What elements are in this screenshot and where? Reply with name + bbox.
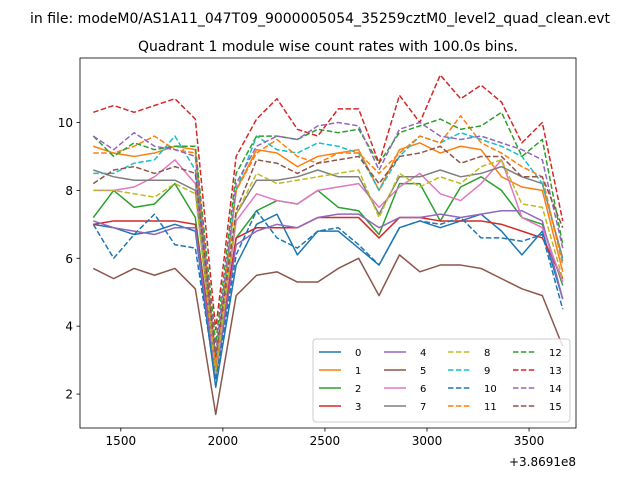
series-line-0	[93, 213, 564, 389]
x-tick-label: 2500	[310, 434, 341, 448]
legend-label: 12	[549, 348, 562, 359]
series-line-14	[92, 121, 564, 355]
series-line-4	[93, 210, 564, 378]
x-axis: 1500 2000 2500 3000 3500	[106, 428, 545, 448]
legend-label: 3	[355, 402, 361, 413]
series-line-6	[93, 159, 564, 375]
legend-item-10: 10	[448, 384, 497, 395]
x-tick-label: 2000	[208, 434, 239, 448]
legend-label: 6	[420, 384, 426, 395]
legend-label: 2	[355, 384, 361, 395]
legend-label: 0	[355, 348, 361, 359]
legend-frame	[312, 338, 571, 423]
y-tick-label: 8	[65, 184, 73, 198]
legend-item-6: 6	[384, 384, 426, 395]
x-tick-label: 3500	[514, 434, 545, 448]
legend-item-15: 15	[513, 402, 562, 413]
legend-item-0: 0	[319, 348, 361, 359]
y-tick-label: 10	[58, 116, 73, 130]
legend-item-12: 12	[513, 348, 562, 359]
y-axis: 2 4 6 8 10	[58, 116, 80, 402]
series-line-13	[93, 74, 564, 331]
legend-item-11: 11	[448, 402, 497, 413]
series-line-3	[93, 216, 564, 368]
legend-item-7: 7	[384, 402, 426, 413]
series-line-7	[93, 165, 564, 372]
legend-item-1: 1	[319, 366, 361, 377]
x-tick-label: 3000	[412, 434, 443, 448]
legend-label: 9	[484, 366, 490, 377]
y-tick-label: 2	[65, 388, 73, 402]
legend-item-14: 14	[513, 384, 562, 395]
legend-item-4: 4	[384, 348, 426, 359]
legend-label: 11	[484, 402, 497, 413]
axes-frame	[79, 57, 577, 429]
legend-label: 8	[484, 348, 490, 359]
series-line-5	[92, 254, 564, 416]
legend-item-2: 2	[319, 384, 361, 395]
x-tick-label: 1500	[106, 434, 137, 448]
legend-label: 14	[549, 384, 562, 395]
legend-label: 7	[420, 402, 426, 413]
series-line-11	[93, 114, 564, 368]
legend-label: 4	[420, 348, 426, 359]
legend-item-9: 9	[448, 366, 490, 377]
figure-suptitle: in file: modeM0/AS1A11_047T09_9000005054…	[30, 11, 611, 27]
legend-item-13: 13	[513, 366, 562, 377]
y-tick-label: 4	[65, 320, 73, 334]
legend-item-8: 8	[448, 348, 490, 359]
series-line-8	[93, 159, 564, 375]
series-line-9	[93, 131, 564, 361]
legend-item-3: 3	[319, 402, 361, 413]
legend-label: 1	[355, 366, 361, 377]
legend-label: 15	[549, 402, 562, 413]
series-line-15	[92, 145, 564, 358]
legend-label: 5	[420, 366, 426, 377]
legend-item-5: 5	[384, 366, 426, 377]
x-axis-offset-label: +3.8691e8	[509, 455, 576, 469]
series-line-12	[92, 111, 564, 344]
chart-title: Quadrant 1 module wise count rates with …	[138, 39, 518, 55]
legend-label: 13	[549, 366, 562, 377]
legend-label: 10	[484, 384, 497, 395]
y-tick-label: 6	[65, 252, 73, 266]
series-layer	[92, 74, 564, 416]
series-line-10	[92, 210, 564, 382]
